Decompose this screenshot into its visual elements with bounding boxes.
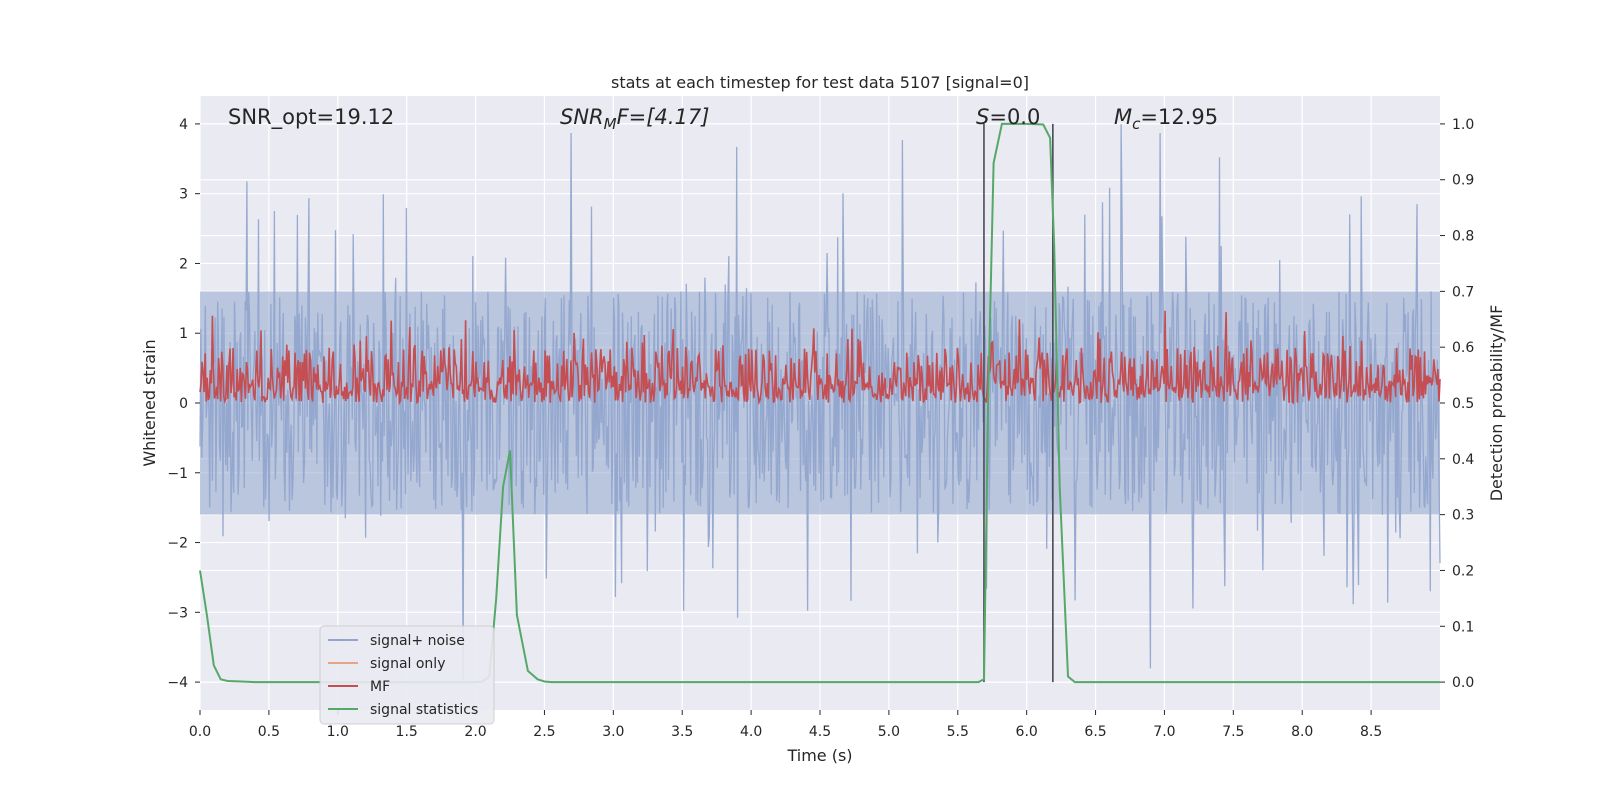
y-axis-label: Whitened strain bbox=[140, 339, 159, 466]
line-mf bbox=[199, 310, 1441, 406]
y2-tick-label: 0.2 bbox=[1452, 563, 1474, 579]
x-tick-label: 7.5 bbox=[1222, 724, 1244, 740]
legend-label-signal-statistics: signal statistics bbox=[370, 702, 478, 718]
y-tick-label: −1 bbox=[167, 466, 188, 482]
y-tick-label: 3 bbox=[179, 187, 188, 203]
y2-tick-label: 0.4 bbox=[1452, 452, 1474, 468]
x-ticks: 0.0 0.5 1.0 1.5 2.0 2.5 3.0 3.5 4.0 4.5 5.0 5.5 6.0 6… bbox=[189, 710, 1382, 740]
series-mf bbox=[199, 310, 1441, 406]
series-signal-noise bbox=[199, 124, 1441, 680]
legend-label-signal-noise: signal+ noise bbox=[370, 633, 465, 649]
x-tick-label: 2.5 bbox=[533, 724, 555, 740]
annotation-mc: Mc=12.95 bbox=[1114, 105, 1218, 133]
y-tick-label: −3 bbox=[167, 605, 188, 621]
x-tick-label: 5.5 bbox=[947, 724, 969, 740]
y2-axis-label: Detection probability/MF bbox=[1487, 305, 1506, 502]
x-tick-label: 1.5 bbox=[396, 724, 418, 740]
y-tick-label: −4 bbox=[167, 675, 188, 691]
legend-box bbox=[319, 625, 495, 725]
y-ticks: 4 3 2 1 0 −1 −2 −3 −4 bbox=[167, 117, 200, 691]
x-tick-label: 8.0 bbox=[1291, 724, 1313, 740]
line-signal-statistics bbox=[199, 122, 1440, 684]
x-tick-label: 0.5 bbox=[258, 724, 280, 740]
x-tick-label: 4.5 bbox=[809, 724, 831, 740]
band-signal-noise bbox=[200, 291, 1440, 515]
y2-tick-label: 0.3 bbox=[1452, 508, 1474, 524]
x-tick-label: 1.0 bbox=[327, 724, 349, 740]
x-tick-label: 7.0 bbox=[1153, 724, 1175, 740]
legend-label-mf: MF bbox=[370, 679, 390, 695]
x-tick-label: 0.0 bbox=[189, 724, 211, 740]
x-tick-label: 6.5 bbox=[1084, 724, 1106, 740]
x-tick-label: 3.5 bbox=[671, 724, 693, 740]
x-tick-label: 3.0 bbox=[602, 724, 624, 740]
x-axis-label: Time (s) bbox=[786, 746, 852, 765]
y2-tick-label: 0.7 bbox=[1452, 284, 1474, 300]
series-signal-statistics bbox=[199, 122, 1440, 684]
y2-ticks: 1.0 0.9 0.8 0.7 0.6 0.5 0.4 0.3 0.2 0.1 0.0 bbox=[1440, 117, 1474, 691]
x-tick-label: 5.0 bbox=[878, 724, 900, 740]
x-tick-label: 6.0 bbox=[1016, 724, 1038, 740]
y2-tick-label: 0.6 bbox=[1452, 340, 1474, 356]
y2-tick-label: 0.1 bbox=[1452, 619, 1474, 635]
annotation-snr-mf: SNRMF=[4.17] bbox=[560, 105, 709, 133]
annotation-s: S=0.0 bbox=[976, 105, 1040, 129]
x-tick-label: 2.0 bbox=[464, 724, 486, 740]
legend-label-signal-only: signal only bbox=[370, 656, 445, 672]
y2-tick-label: 0.0 bbox=[1452, 675, 1474, 691]
chart-title: stats at each timestep for test data 510… bbox=[611, 73, 1029, 92]
x-tick-label: 4.0 bbox=[740, 724, 762, 740]
x-tick-label: 8.5 bbox=[1360, 724, 1382, 740]
y-tick-label: 4 bbox=[179, 117, 188, 133]
y-tick-label: 2 bbox=[179, 256, 188, 272]
y2-tick-label: 0.8 bbox=[1452, 229, 1474, 245]
y2-tick-label: 1.0 bbox=[1452, 117, 1474, 133]
y2-tick-label: 0.9 bbox=[1452, 173, 1474, 189]
y-tick-label: 0 bbox=[179, 396, 188, 412]
y-tick-label: 1 bbox=[179, 326, 188, 342]
legend: signal+ noise signal only MF signal stat… bbox=[319, 625, 495, 725]
y-tick-label: −2 bbox=[167, 536, 188, 552]
annotation-snr-opt: SNR_opt=19.12 bbox=[228, 105, 394, 130]
y2-tick-label: 0.5 bbox=[1452, 396, 1474, 412]
